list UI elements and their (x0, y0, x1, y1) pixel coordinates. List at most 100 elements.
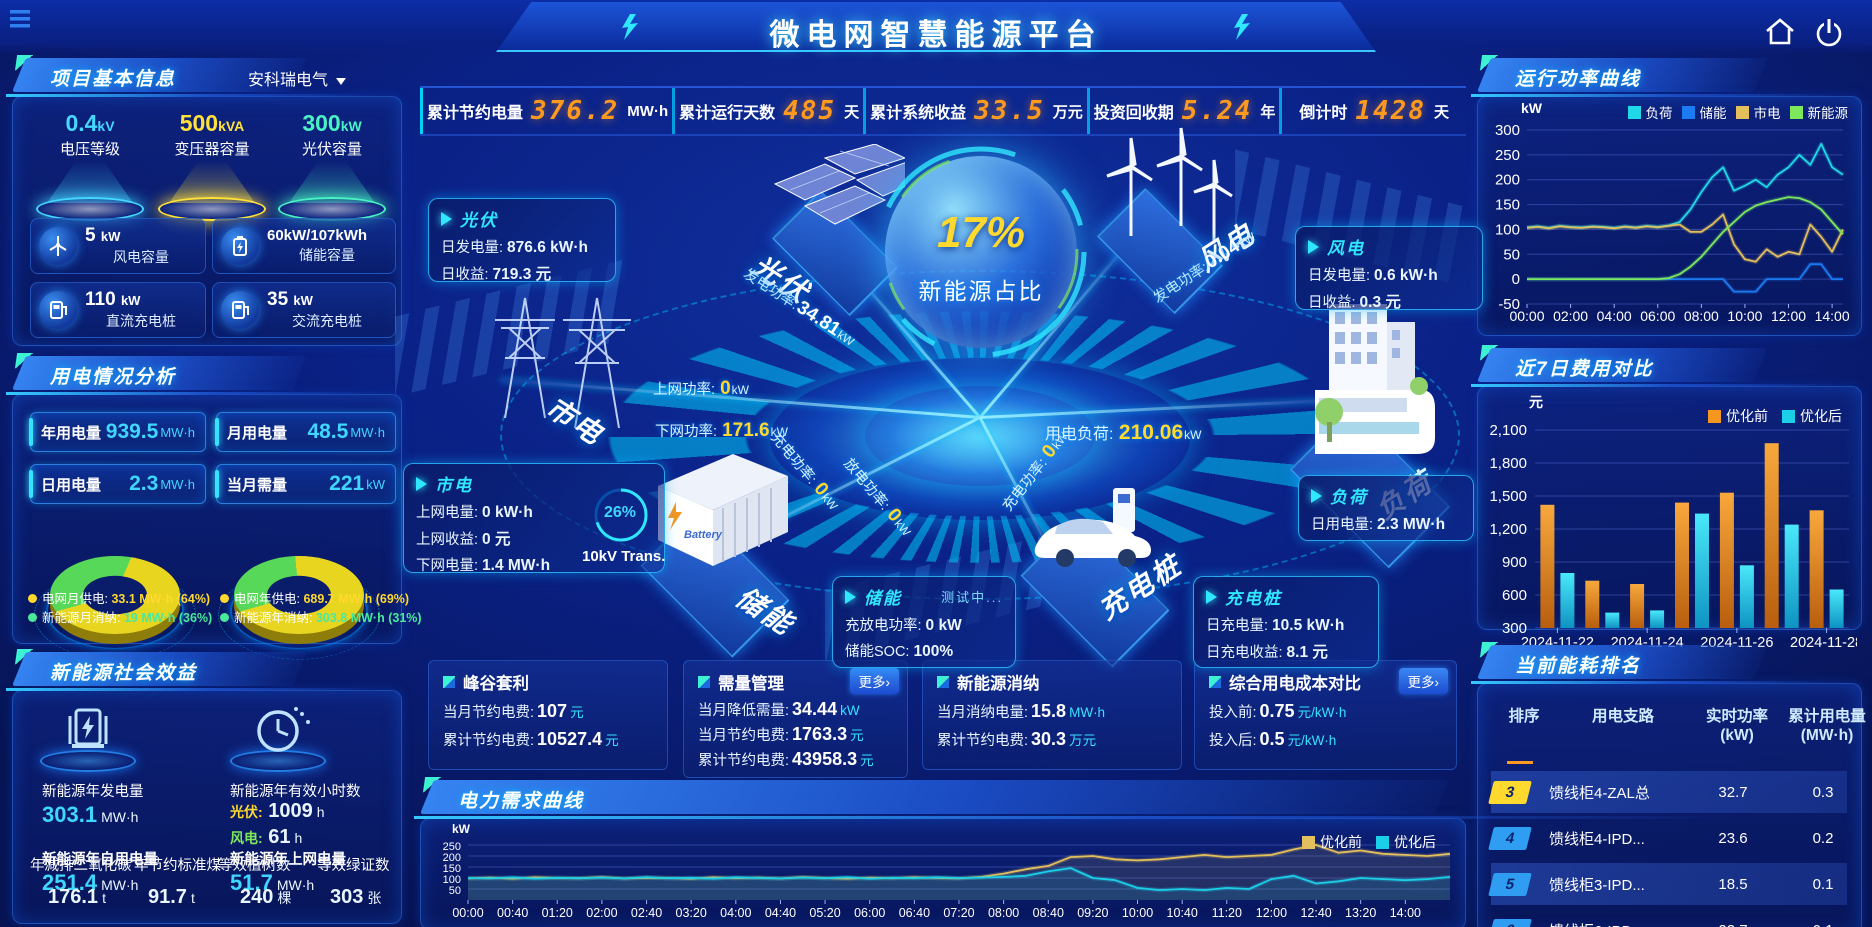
chevron-right-icon (441, 211, 452, 226)
grid-node[interactable] (465, 258, 675, 468)
lightning-icon (1234, 14, 1250, 40)
svg-text:14:00: 14:00 (1815, 308, 1850, 324)
building-icon (1315, 304, 1435, 454)
panel-title: 近7日费用对比 (1515, 359, 1654, 380)
voltage-cone: 0.4kV 电压等级 (28, 110, 152, 221)
y-axis-unit: kW (1521, 100, 1542, 116)
svg-text:03:20: 03:20 (676, 906, 707, 920)
table-row[interactable]: 3 馈线柜4-ZAL总 32.7 0.3 (1488, 771, 1847, 813)
sphere-arcs (875, 146, 1087, 358)
svg-text:00:00: 00:00 (452, 906, 483, 920)
legend-item[interactable]: 新能源 (1789, 102, 1848, 122)
center-sphere: 17% 新能源占比 (875, 146, 1087, 358)
dc-charger-card: 110 kW 直流充电桩 (30, 282, 206, 338)
table-row[interactable]: 5 馈线柜3-IPD... 18.5 0.1 (1488, 863, 1847, 905)
pv-node[interactable] (735, 138, 935, 338)
battery-container-icon: Battery (658, 454, 788, 566)
cert-value: 303 张 (330, 886, 382, 908)
page-title: 微电网智慧能源平台 (769, 19, 1103, 52)
svg-text:300: 300 (1495, 122, 1520, 139)
svg-text:100: 100 (443, 874, 461, 886)
svg-text:12:00: 12:00 (1256, 906, 1287, 920)
svg-text:13:20: 13:20 (1345, 906, 1376, 920)
hours-pedestal (230, 704, 326, 772)
panel-project-info: 项目基本信息 安科瑞电气 0.4kV 电压等级 500kVA 变压器容量 300… (6, 58, 402, 346)
ev-car-icon (1034, 488, 1151, 567)
total-energy: 0.3 (1812, 783, 1834, 801)
svg-text:02:00: 02:00 (1553, 308, 1588, 324)
table-row[interactable]: 6 馈线柜6-IPD 22.7 0.1 (1488, 909, 1847, 927)
flow-down-power: 下网功率: 171.6kW (655, 420, 788, 441)
hours-label: 新能源年有效小时数 (230, 784, 361, 800)
realtime-power: 23.6 (1718, 829, 1748, 847)
card-icon (1209, 676, 1221, 688)
menu-icon[interactable] (8, 6, 34, 32)
more-button[interactable]: 更多› (849, 668, 899, 694)
legend-item[interactable]: 优化后 (1782, 406, 1842, 426)
kpi-saved-energy: 累计节约电量 376.2 MW·h (420, 88, 672, 134)
demand-legend: 优化前 优化后 (1302, 832, 1436, 852)
svg-text:04:40: 04:40 (765, 906, 796, 920)
chevron-right-icon (1206, 589, 1217, 604)
cert-label: 等效绿证数 (317, 858, 390, 874)
wind-node[interactable] (1060, 127, 1260, 338)
month-demand-stat: 当月需量 221 kW (215, 464, 396, 504)
svg-text:1,500: 1,500 (1489, 488, 1527, 505)
chevron-right-icon (1308, 239, 1319, 254)
wind-turbine-icon (39, 227, 77, 265)
pv-hours: 光伏: 1009 h (230, 800, 325, 822)
coal-value: 91.7 t (148, 886, 195, 908)
kpi-bar: 累计节约电量 376.2 MW·h 累计运行天数 485 天 累计系统收益 33.5 万元 … (420, 86, 1466, 136)
svg-text:Battery: Battery (684, 529, 723, 541)
generation-pedestal (40, 704, 136, 772)
table-row[interactable]: 4 馈线柜4-IPD... 23.6 0.2 (1488, 817, 1847, 859)
legend-item[interactable]: 负荷 (1627, 102, 1673, 122)
home-icon[interactable] (1764, 16, 1796, 46)
month-usage-stat: 月用电量 48.5 MW·h (215, 412, 396, 452)
light-beam (289, 161, 375, 203)
legend-item[interactable]: 储能 (1681, 102, 1727, 122)
svg-text:50: 50 (449, 885, 461, 897)
svg-text:150: 150 (443, 863, 461, 875)
branch-name: 馈线柜4-IPD... (1549, 830, 1645, 848)
trees-value: 240 棵 (240, 886, 292, 908)
chevron-right-icon (416, 476, 427, 491)
power-icon[interactable] (1812, 16, 1846, 48)
svg-text:150: 150 (1495, 197, 1520, 214)
company-dropdown[interactable]: 安科瑞电气 (248, 66, 346, 90)
svg-text:00:40: 00:40 (497, 906, 528, 920)
legend-item[interactable]: 优化后 (1376, 832, 1436, 852)
legend-item[interactable]: 市电 (1735, 102, 1781, 122)
energy-flow-diagram: Battery 17% 新能源占比 光伏 风电 市电 储 (395, 127, 1470, 668)
legend-dot (28, 594, 37, 603)
battery-icon (221, 227, 259, 265)
ranking-header: 排序 用电支路 实时功率 (kW) 累计用电量 (MW·h) (1508, 708, 1866, 745)
month-donut-legend: 电网月供电: 33.1 MW·h (64%) 新能源月消纳: 19 MW·h (… (28, 590, 212, 629)
svg-text:1,800: 1,800 (1489, 455, 1527, 472)
grid-export-value: 51.7 MW·h (230, 870, 315, 895)
run-legend: 负荷 储能 市电 新能源 (1627, 102, 1848, 122)
dc-charger-icon (39, 291, 77, 329)
charger-node[interactable] (985, 468, 1205, 668)
panel-title: 当前能耗排名 (1515, 656, 1642, 677)
self-use-value: 251.4 MW·h (42, 870, 139, 895)
svg-text:08:40: 08:40 (1033, 906, 1064, 920)
panel-run-power: 运行功率曲线 kW 负荷 储能 市电 新能源 300 250 200 150 100 50 0 -5… (1470, 58, 1862, 336)
legend-item[interactable]: 优化前 (1302, 832, 1362, 852)
more-button[interactable]: 更多› (1398, 668, 1448, 694)
kpi-payback: 投资回收期 5.24 年 (1086, 88, 1280, 134)
light-beam (47, 161, 133, 203)
kpi-run-days: 累计运行天数 485 天 (672, 88, 863, 134)
panel-green-benefit: 新能源社会效益 新能源年发电量 303.1 MW·h 新能源年有效小时数 光伏: … (6, 652, 402, 924)
wind-hours: 风电: 61 h (230, 826, 303, 848)
panel-title: 电力需求曲线 (458, 791, 585, 812)
load-node[interactable] (1265, 288, 1475, 569)
year-supply-donut (218, 506, 380, 660)
storage-node[interactable]: Battery (610, 428, 820, 658)
legend-dot (28, 613, 37, 623)
svg-text:06:40: 06:40 (899, 906, 930, 920)
panel-cost-compare: 近7日费用对比 元 优化前 优化后 2,100 1,800 1,500 1,200 900… (1470, 348, 1862, 651)
flow-load-power: 用电负荷: 210.06kW (1045, 421, 1202, 444)
legend-item[interactable]: 优化前 (1708, 406, 1768, 426)
